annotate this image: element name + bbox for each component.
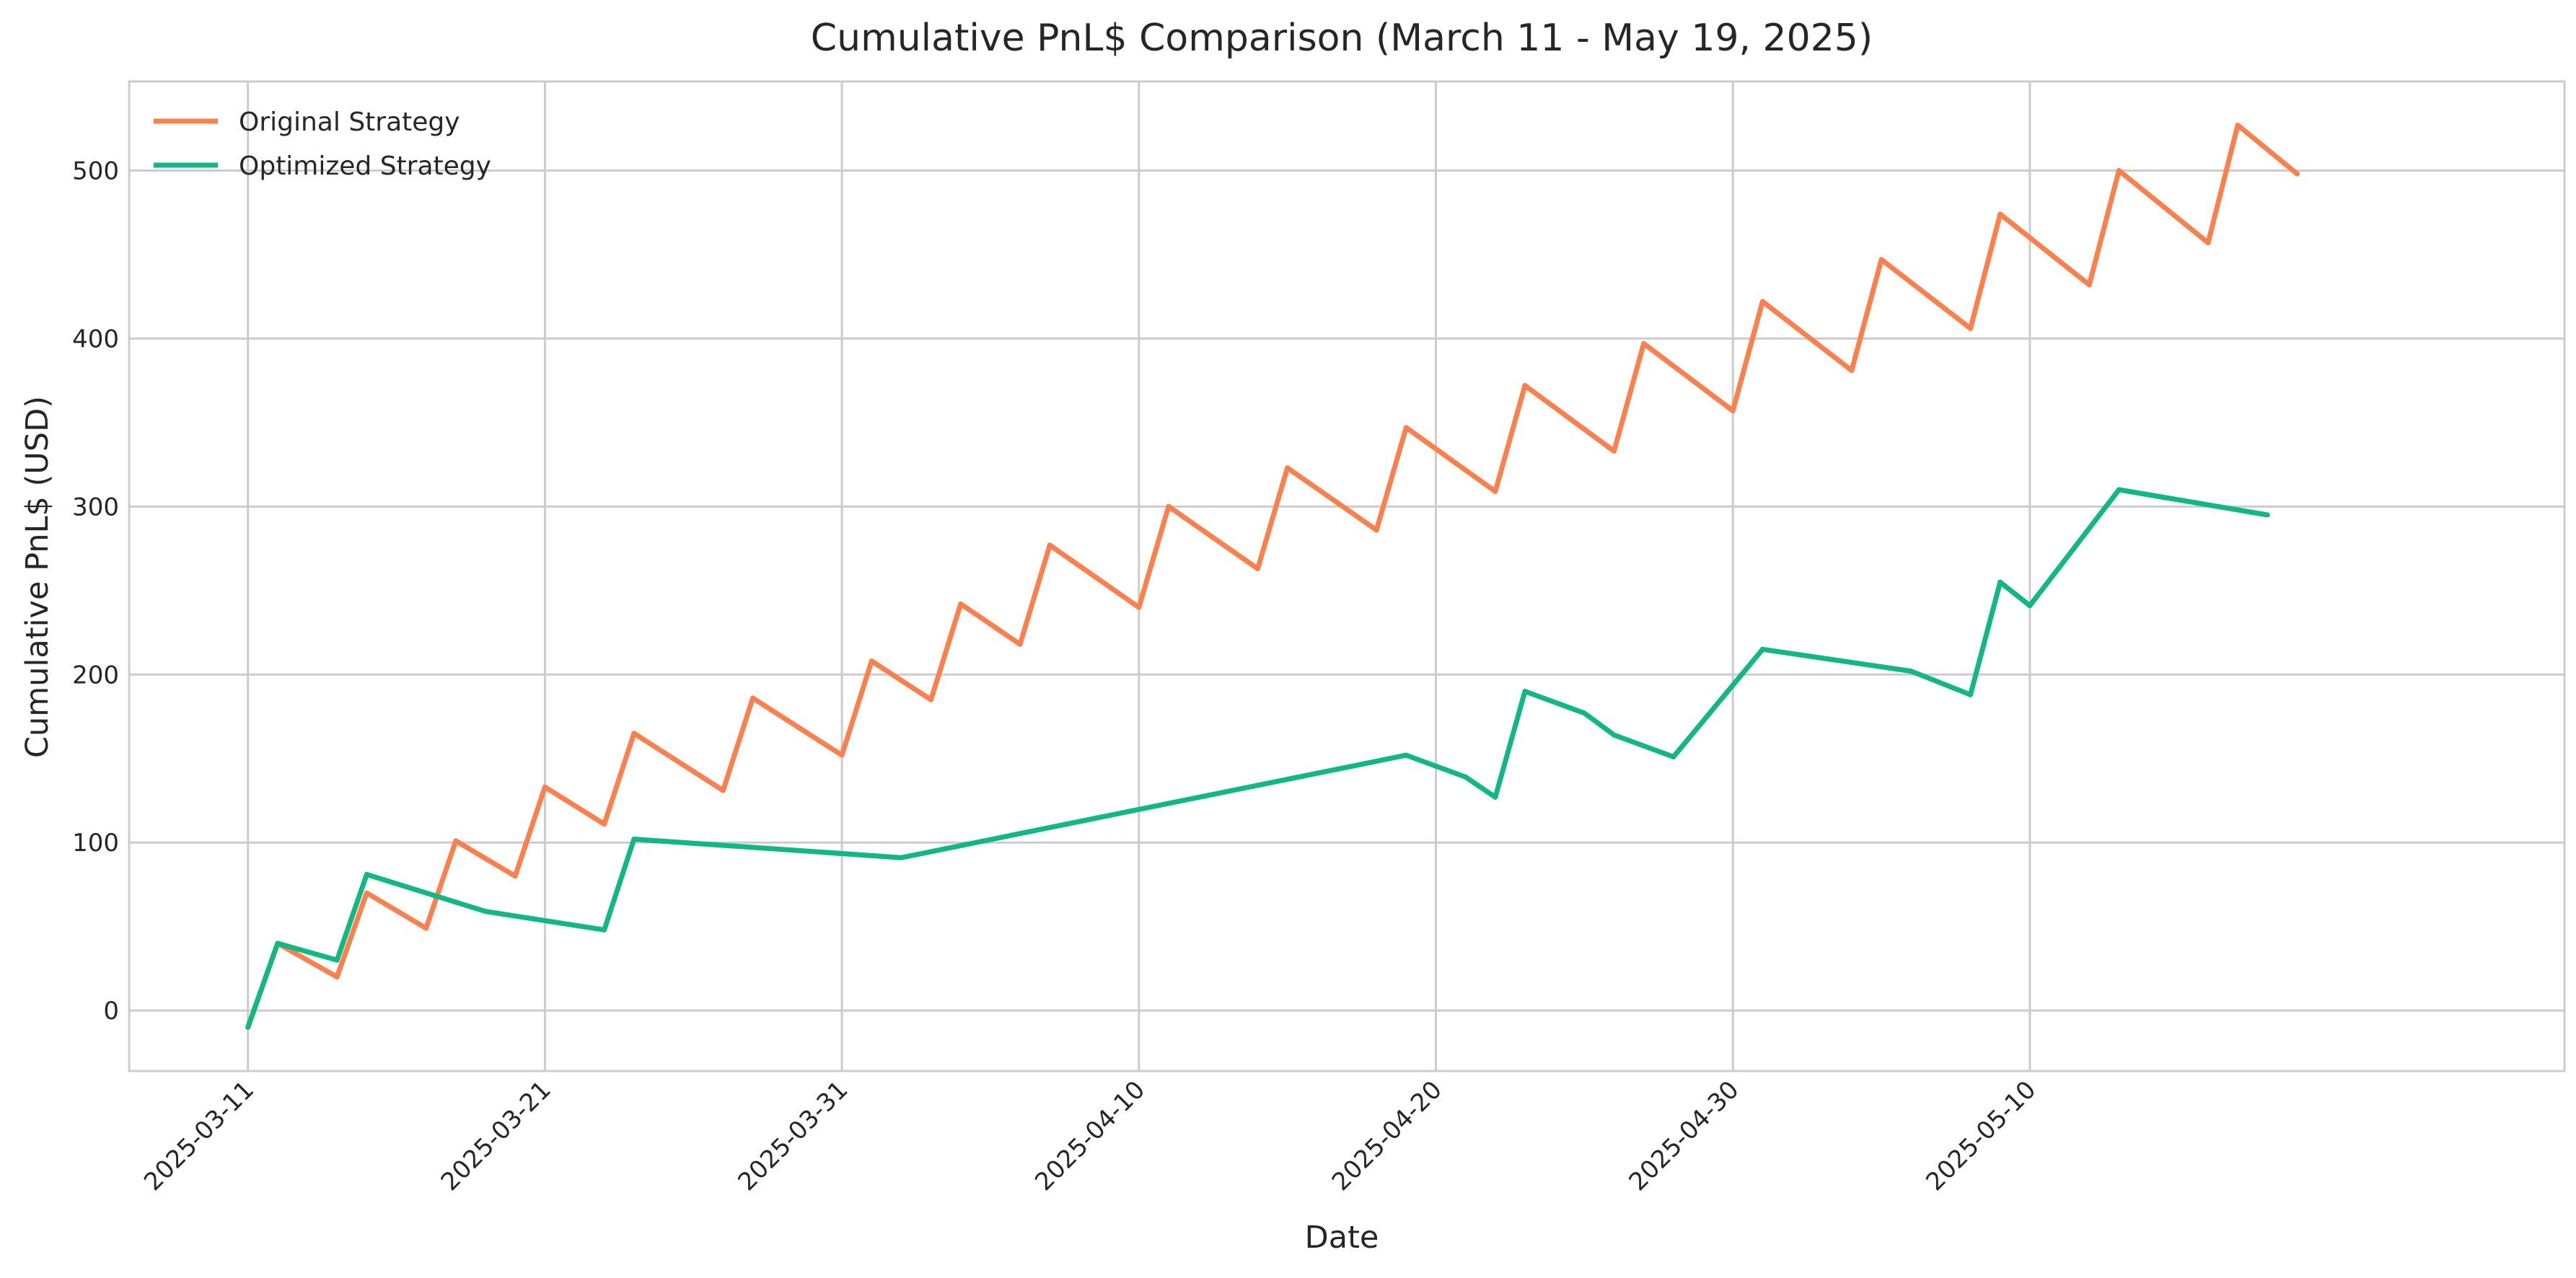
data-point	[364, 871, 369, 877]
data-point	[720, 788, 726, 793]
data-point	[1047, 542, 1052, 548]
data-point	[1403, 752, 1409, 758]
data-point	[602, 927, 607, 933]
data-point	[1403, 425, 1409, 431]
data-point	[1493, 794, 1498, 800]
data-point	[334, 957, 340, 963]
data-point	[2086, 282, 2092, 288]
data-point	[839, 752, 845, 758]
legend-label: Original Strategy	[239, 107, 460, 137]
data-point	[2205, 240, 2211, 246]
y-tick-label: 0	[103, 997, 119, 1026]
data-point	[1730, 408, 1736, 414]
data-point	[2294, 171, 2300, 177]
x-gridlines	[247, 81, 2031, 1071]
data-point	[334, 974, 340, 980]
data-point	[1612, 448, 1617, 454]
data-point	[2235, 123, 2241, 128]
data-point	[453, 838, 459, 844]
data-point	[1612, 732, 1617, 738]
data-point	[869, 658, 874, 664]
data-point	[2027, 603, 2033, 609]
data-point	[1254, 566, 1260, 572]
data-point	[1997, 579, 2003, 585]
data-point	[1759, 646, 1765, 652]
data-point	[1522, 689, 1528, 695]
data-point	[2264, 512, 2270, 518]
data-point	[1759, 299, 1765, 304]
data-point	[1908, 669, 1914, 674]
data-point	[1581, 710, 1587, 716]
y-tick-label: 400	[72, 325, 119, 353]
data-point	[631, 731, 637, 736]
data-point	[1017, 641, 1023, 647]
data-point	[1285, 465, 1291, 471]
x-axis-label: Date	[1305, 1220, 1379, 1256]
chart-title: Cumulative PnL$ Comparison (March 11 - M…	[811, 17, 1873, 60]
data-point	[2116, 167, 2122, 173]
y-gridlines	[129, 169, 2564, 1012]
y-tick-label: 100	[72, 829, 119, 858]
y-tick-label: 300	[72, 493, 119, 521]
data-point	[1641, 340, 1647, 346]
data-point	[1136, 604, 1142, 610]
data-point	[1493, 488, 1498, 494]
data-point	[631, 837, 637, 842]
data-point	[958, 601, 964, 607]
series-line-2	[245, 487, 2268, 1028]
data-point	[2116, 487, 2122, 493]
data-point	[1522, 383, 1528, 389]
data-point	[245, 1024, 251, 1030]
data-point	[1968, 692, 1974, 697]
data-point	[602, 821, 607, 827]
y-tick-label: 500	[72, 157, 119, 185]
series-layer	[245, 123, 2300, 1030]
data-point	[750, 695, 756, 701]
data-point	[1166, 503, 1171, 509]
data-point	[483, 909, 488, 915]
y-axis-label: Cumulative PnL$ (USD)	[19, 396, 56, 758]
y-tick-labels: 0 100 200 300 400 500	[72, 157, 119, 1026]
legend-label: Optimized Strategy	[239, 151, 491, 181]
data-point	[364, 890, 369, 896]
legend: Original Strategy Optimized Strategy	[154, 107, 491, 181]
data-point	[898, 855, 904, 860]
data-point	[1878, 257, 1884, 263]
data-point	[423, 925, 429, 931]
y-tick-label: 200	[72, 661, 119, 689]
data-point	[275, 940, 281, 946]
data-point	[928, 697, 934, 702]
data-point	[1463, 774, 1469, 780]
data-point	[1671, 754, 1676, 759]
data-point	[1968, 325, 1974, 331]
data-point	[512, 873, 518, 879]
data-point	[1849, 368, 1855, 374]
data-point	[1997, 211, 2003, 217]
data-point	[1373, 527, 1379, 533]
data-point	[542, 784, 548, 790]
plot-frame	[128, 80, 2566, 1072]
